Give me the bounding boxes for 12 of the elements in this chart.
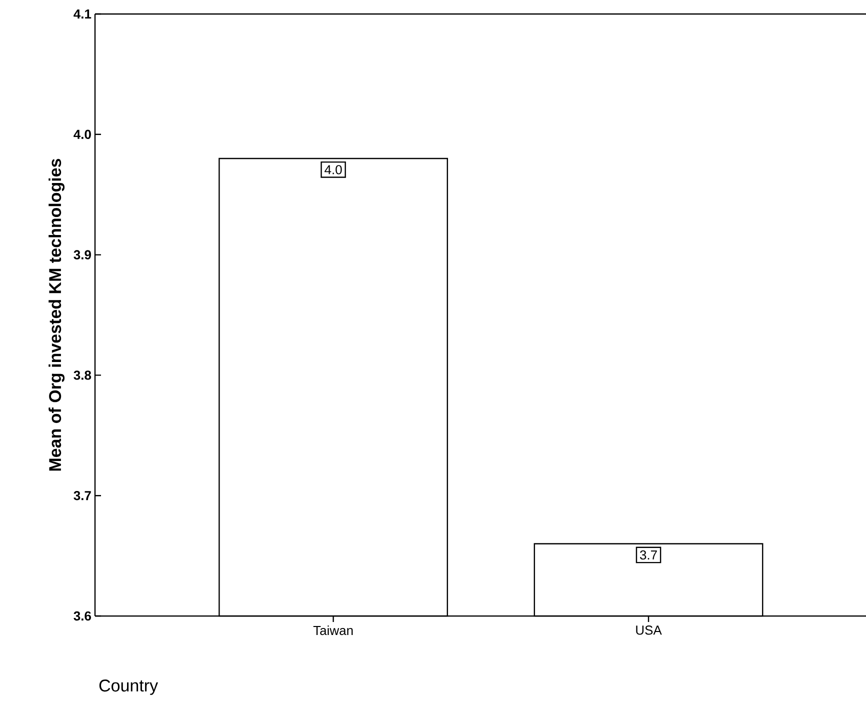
y-tick-label: 3.8 (74, 370, 92, 380)
y-tick-label: 3.6 (74, 611, 91, 621)
data-label: 4.0 (324, 165, 342, 174)
y-tick-label: 3.9 (74, 250, 91, 260)
x-axis-title: Country (99, 680, 158, 695)
data-label: 3.7 (640, 550, 657, 560)
y-tick-label: 3.7 (74, 490, 91, 500)
x-tick-label: USA (636, 626, 662, 635)
x-tick-label: Taiwan (313, 626, 353, 636)
y-tick-label: 4.0 (74, 130, 91, 139)
y-tick-label: 4.1 (74, 10, 92, 18)
y-axis-title: Mean of Org invested KM technologies (48, 158, 65, 471)
